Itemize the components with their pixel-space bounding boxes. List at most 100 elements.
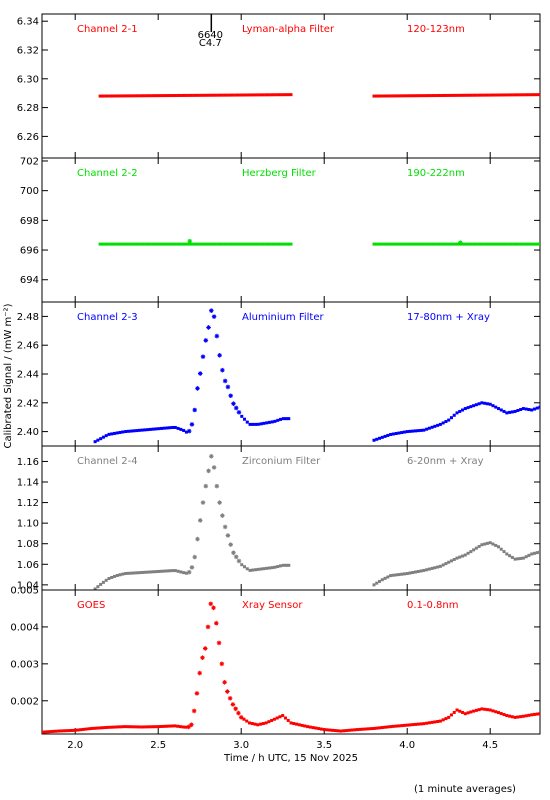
data-point: [281, 563, 285, 567]
data-point: [416, 569, 420, 573]
data-point: [162, 426, 166, 430]
data-point: [120, 725, 124, 729]
data-point: [369, 727, 373, 731]
data-point: [123, 725, 127, 729]
data-point: [148, 94, 152, 98]
data-point: [419, 94, 423, 98]
data-point: [411, 571, 415, 575]
data-point: [411, 723, 415, 727]
data-point: [112, 725, 116, 729]
data-point: [361, 727, 365, 731]
data-point: [397, 573, 401, 577]
data-point: [230, 702, 236, 707]
data-point: [538, 93, 540, 97]
data-point: [145, 242, 149, 246]
data-point: [145, 94, 149, 98]
data-point: [243, 417, 247, 421]
data-point: [181, 725, 185, 729]
data-point: [513, 242, 517, 246]
data-point: [259, 722, 263, 726]
data-point: [129, 94, 133, 98]
x-tick-label: 4.5: [482, 740, 498, 751]
data-point: [400, 431, 404, 435]
data-point: [278, 417, 282, 421]
data-point: [441, 93, 445, 97]
data-point: [386, 725, 390, 729]
data-point: [444, 420, 448, 424]
data-point: [220, 367, 225, 373]
data-point: [414, 242, 417, 246]
y-tick-label: 1.12: [17, 498, 39, 509]
data-point: [380, 435, 384, 439]
data-point: [455, 93, 459, 97]
data-point: [508, 554, 512, 558]
data-point: [458, 93, 462, 97]
data-point: [115, 94, 119, 98]
data-point: [145, 725, 149, 729]
data-point: [497, 545, 500, 549]
data-point: [184, 571, 188, 575]
data-point: [115, 242, 119, 246]
data-point: [162, 94, 166, 98]
data-point: [275, 716, 279, 720]
data-point: [438, 94, 442, 98]
data-point: [433, 720, 437, 724]
data-point: [159, 724, 163, 728]
data-point: [524, 555, 528, 559]
data-point: [140, 94, 144, 98]
data-point: [480, 707, 484, 711]
channel-label: Channel 2-4: [77, 456, 138, 467]
y-tick-label: 1.04: [17, 580, 39, 591]
data-point: [104, 434, 108, 438]
data-point: [214, 483, 220, 489]
data-point: [455, 242, 459, 246]
data-point: [397, 431, 401, 435]
data-point: [308, 725, 312, 729]
data-point: [261, 242, 265, 246]
data-point: [508, 93, 512, 97]
data-point: [372, 94, 376, 98]
data-series-1: [98, 93, 540, 98]
data-point: [236, 558, 242, 564]
data-point: [242, 717, 246, 721]
data-point: [197, 371, 203, 376]
data-point: [422, 722, 426, 726]
data-point: [104, 242, 108, 246]
data-point: [516, 557, 520, 561]
data-point: [397, 94, 401, 98]
data-point: [483, 93, 487, 97]
data-point: [466, 93, 470, 97]
data-point: [425, 94, 429, 98]
data-point: [532, 712, 536, 716]
data-series-3: [93, 308, 540, 444]
data-point: [436, 565, 440, 569]
data-point: [383, 94, 387, 98]
data-point: [275, 242, 279, 246]
data-point: [106, 725, 110, 729]
data-point: [463, 93, 467, 97]
data-point: [483, 242, 487, 246]
data-point: [176, 93, 180, 97]
data-point: [248, 568, 252, 572]
data-point: [397, 242, 401, 246]
data-point: [499, 93, 503, 97]
data-point: [231, 242, 235, 246]
data-point: [430, 242, 434, 246]
data-point: [521, 93, 525, 97]
data-point: [494, 710, 498, 714]
data-point: [248, 242, 251, 246]
data-point: [110, 575, 114, 579]
data-point: [228, 242, 232, 246]
data-point: [187, 238, 193, 244]
data-point: [203, 338, 209, 343]
data-point: [211, 465, 217, 470]
data-point: [132, 429, 136, 433]
data-point: [447, 93, 451, 97]
data-point: [195, 386, 200, 391]
data-point: [134, 725, 138, 729]
data-point: [480, 543, 484, 547]
data-point: [261, 93, 265, 97]
data-point: [538, 712, 540, 716]
data-point: [311, 726, 315, 730]
